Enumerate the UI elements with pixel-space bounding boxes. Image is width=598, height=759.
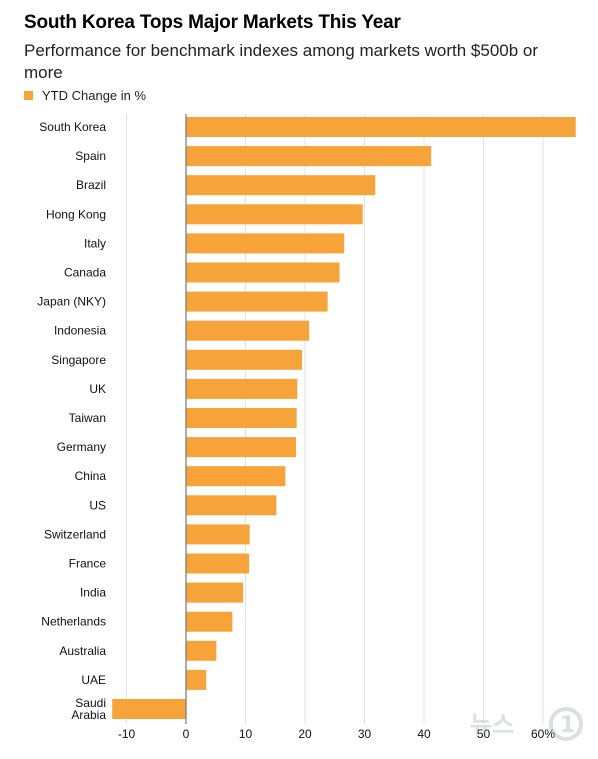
category-label: China xyxy=(75,469,107,483)
x-tick-label: -10 xyxy=(118,727,136,741)
svg-text:1: 1 xyxy=(560,713,575,738)
bar-china xyxy=(186,466,286,487)
category-label: Brazil xyxy=(76,178,106,192)
bar-us xyxy=(186,495,277,516)
x-tick-label: 60% xyxy=(531,727,555,741)
category-label: UAE xyxy=(81,673,106,687)
legend-label: YTD Change in % xyxy=(42,88,147,103)
category-label: Taiwan xyxy=(69,411,106,425)
bar-indonesia xyxy=(186,320,310,341)
category-label: Switzerland xyxy=(44,527,106,541)
x-tick-label: 40 xyxy=(417,727,431,741)
x-tick-label: 50 xyxy=(477,727,491,741)
bar-hong-kong xyxy=(186,204,363,225)
svg-text:뉴스: 뉴스 xyxy=(470,711,514,739)
bar-spain xyxy=(186,146,432,167)
category-label: India xyxy=(80,586,106,600)
bar-saudi-arabia xyxy=(112,699,186,719)
bar-taiwan xyxy=(186,408,297,428)
bar-australia xyxy=(186,640,217,661)
category-label: Italy xyxy=(84,236,106,250)
bar-canada xyxy=(186,262,340,283)
category-label: France xyxy=(69,557,107,571)
bar-france xyxy=(186,553,250,574)
x-tick-label: 20 xyxy=(298,727,312,741)
category-label: South Korea xyxy=(39,120,106,134)
category-label: US xyxy=(89,498,106,512)
category-label: Singapore xyxy=(51,353,106,367)
chart-title: South Korea Tops Major Markets This Year xyxy=(24,12,401,33)
bar-italy xyxy=(186,233,345,254)
bar-japan-nky- xyxy=(186,291,328,312)
chart-legend: YTD Change in % xyxy=(24,88,146,103)
bar-netherlands xyxy=(186,611,233,632)
x-tick-label: 10 xyxy=(239,727,253,741)
bar-germany xyxy=(186,437,297,458)
category-label: Spain xyxy=(75,149,106,163)
category-label: UK xyxy=(89,382,106,396)
category-label: Germany xyxy=(57,440,106,454)
category-label: Saudi Arabia xyxy=(71,696,106,722)
bar-uk xyxy=(186,378,298,399)
legend-swatch xyxy=(24,91,33,100)
bar-switzerland xyxy=(186,524,250,545)
category-label: Japan (NKY) xyxy=(37,295,106,309)
bar-singapore xyxy=(186,349,303,370)
category-label: Hong Kong xyxy=(46,207,106,221)
bar-south-korea xyxy=(186,117,576,137)
category-label: Australia xyxy=(59,644,106,658)
x-tick-label: 30 xyxy=(358,727,372,741)
category-label: Canada xyxy=(64,266,106,280)
chart-subtitle: Performance for benchmark indexes among … xyxy=(24,41,539,82)
bar-uae xyxy=(186,669,207,690)
news1-watermark-logo: 뉴스 1 xyxy=(470,707,583,741)
bar-brazil xyxy=(186,175,376,196)
category-label: Indonesia xyxy=(54,324,106,338)
bar-india xyxy=(186,582,244,603)
x-tick-label: 0 xyxy=(183,727,190,741)
category-label: Netherlands xyxy=(41,615,106,629)
